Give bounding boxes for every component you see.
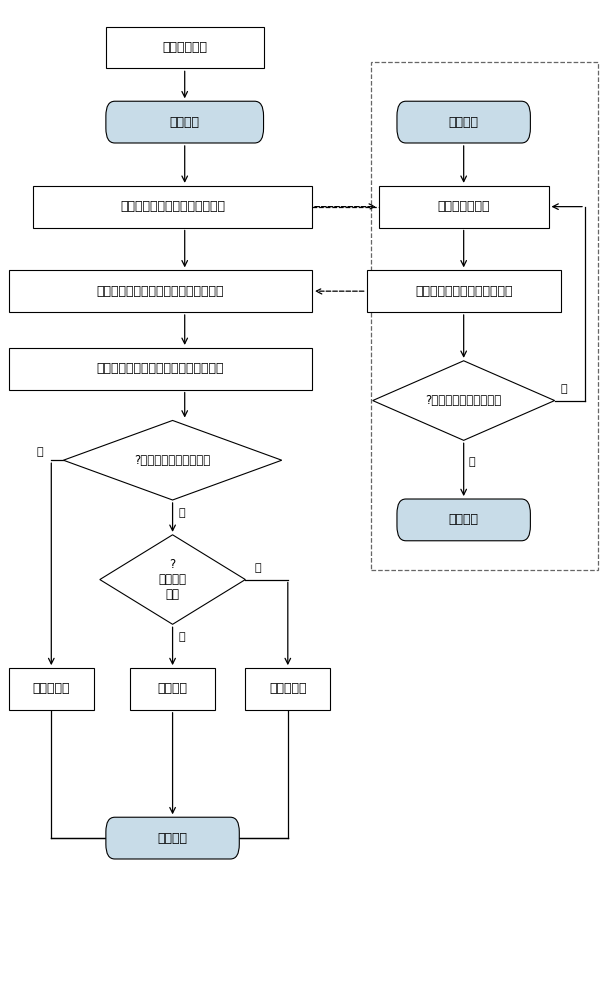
FancyBboxPatch shape bbox=[106, 101, 264, 143]
Text: 是: 是 bbox=[469, 457, 475, 467]
Text: 无语音提示: 无语音提示 bbox=[269, 682, 307, 695]
Text: 是: 是 bbox=[179, 632, 185, 642]
Text: 是: 是 bbox=[179, 508, 185, 518]
Bar bbox=[106, 27, 264, 68]
Bar bbox=[130, 668, 215, 710]
Bar bbox=[33, 186, 312, 228]
Text: ?识别车辆进入检测区域: ?识别车辆进入检测区域 bbox=[135, 454, 211, 467]
Bar bbox=[9, 270, 312, 312]
Bar bbox=[379, 186, 548, 228]
Polygon shape bbox=[100, 535, 245, 624]
Text: 否: 否 bbox=[36, 447, 43, 457]
Text: 驾驶员变道深度预警学习网络: 驾驶员变道深度预警学习网络 bbox=[415, 285, 512, 298]
Bar bbox=[9, 348, 312, 390]
Text: 无语音提示: 无语音提示 bbox=[32, 682, 70, 695]
Text: 语音提示: 语音提示 bbox=[157, 682, 188, 695]
Text: 训练结束: 训练结束 bbox=[449, 513, 479, 526]
Bar bbox=[245, 668, 330, 710]
FancyBboxPatch shape bbox=[397, 101, 531, 143]
Text: 开始训练: 开始训练 bbox=[449, 116, 479, 129]
Text: 开始识别: 开始识别 bbox=[170, 116, 200, 129]
Text: ?
变更车道
意愿: ? 变更车道 意愿 bbox=[159, 558, 187, 601]
Bar bbox=[367, 270, 561, 312]
Bar bbox=[9, 668, 94, 710]
Text: 否: 否 bbox=[561, 384, 567, 394]
Polygon shape bbox=[373, 361, 554, 440]
Text: 对识别车辆类型的图像进行距离的测算: 对识别车辆类型的图像进行距离的测算 bbox=[97, 362, 224, 375]
FancyBboxPatch shape bbox=[106, 817, 239, 859]
Text: ?得到网络的最优化参数: ?得到网络的最优化参数 bbox=[425, 394, 502, 407]
Text: 外部训练图像库: 外部训练图像库 bbox=[438, 200, 490, 213]
Text: 训练好的驾驶员变道深度预警学习网络: 训练好的驾驶员变道深度预警学习网络 bbox=[97, 285, 224, 298]
Text: 摄像头的安装: 摄像头的安装 bbox=[162, 41, 207, 54]
Text: 否: 否 bbox=[255, 563, 261, 573]
Text: 对本车侧后方区域进行连续拍照: 对本车侧后方区域进行连续拍照 bbox=[120, 200, 225, 213]
Polygon shape bbox=[64, 420, 282, 500]
Text: 识别结束: 识别结束 bbox=[157, 832, 188, 845]
Bar bbox=[371, 62, 599, 570]
FancyBboxPatch shape bbox=[397, 499, 531, 541]
